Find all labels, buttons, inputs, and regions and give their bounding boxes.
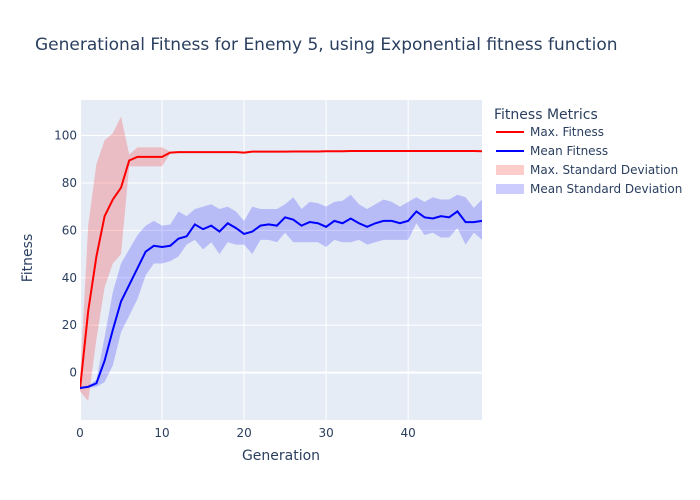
legend-item[interactable]: Max. Fitness (496, 125, 604, 139)
y-axis-title: Fitness (20, 234, 36, 283)
y-tick-label: 60 (62, 223, 77, 237)
std-bands (80, 116, 482, 402)
x-tick-labels: 0 10 20 30 40 (76, 426, 416, 440)
x-axis-title: Generation (242, 448, 320, 464)
legend-item[interactable]: Mean Standard Deviation (496, 182, 682, 196)
legend: Fitness Metrics Max. Fitness Mean Fitness… (494, 107, 682, 196)
legend-title: Fitness Metrics (494, 107, 598, 123)
legend-swatch (496, 165, 524, 175)
x-tick-label: 10 (154, 426, 169, 440)
plot-background (80, 100, 482, 420)
y-tick-label: 20 (62, 318, 77, 332)
chart-title: Generational Fitness for Enemy 5, using … (35, 35, 618, 55)
x-tick-label: 20 (236, 426, 251, 440)
legend-label: Max. Fitness (530, 125, 604, 139)
legend-item[interactable]: Mean Fitness (496, 144, 608, 158)
y-tick-label: 100 (54, 129, 77, 143)
line-mean-fitness (80, 210, 482, 389)
series-lines (80, 149, 482, 390)
y-tick-label: 80 (62, 176, 77, 190)
legend-label: Mean Standard Deviation (530, 182, 682, 196)
legend-item[interactable]: Max. Standard Deviation (496, 163, 678, 177)
band-max-standard-deviation (80, 116, 482, 402)
band-mean-standard-deviation (80, 194, 482, 390)
line-max-fitness (80, 149, 482, 390)
y-tick-label: 0 (69, 366, 77, 380)
legend-label: Max. Standard Deviation (530, 163, 678, 177)
x-tick-label: 30 (318, 426, 333, 440)
x-tick-label: 40 (401, 426, 416, 440)
y-tick-label: 40 (62, 271, 77, 285)
y-tick-labels: 0 20 40 60 80 100 (54, 129, 77, 380)
legend-label: Mean Fitness (530, 144, 608, 158)
x-tick-label: 0 (76, 426, 84, 440)
legend-swatch (496, 184, 524, 194)
